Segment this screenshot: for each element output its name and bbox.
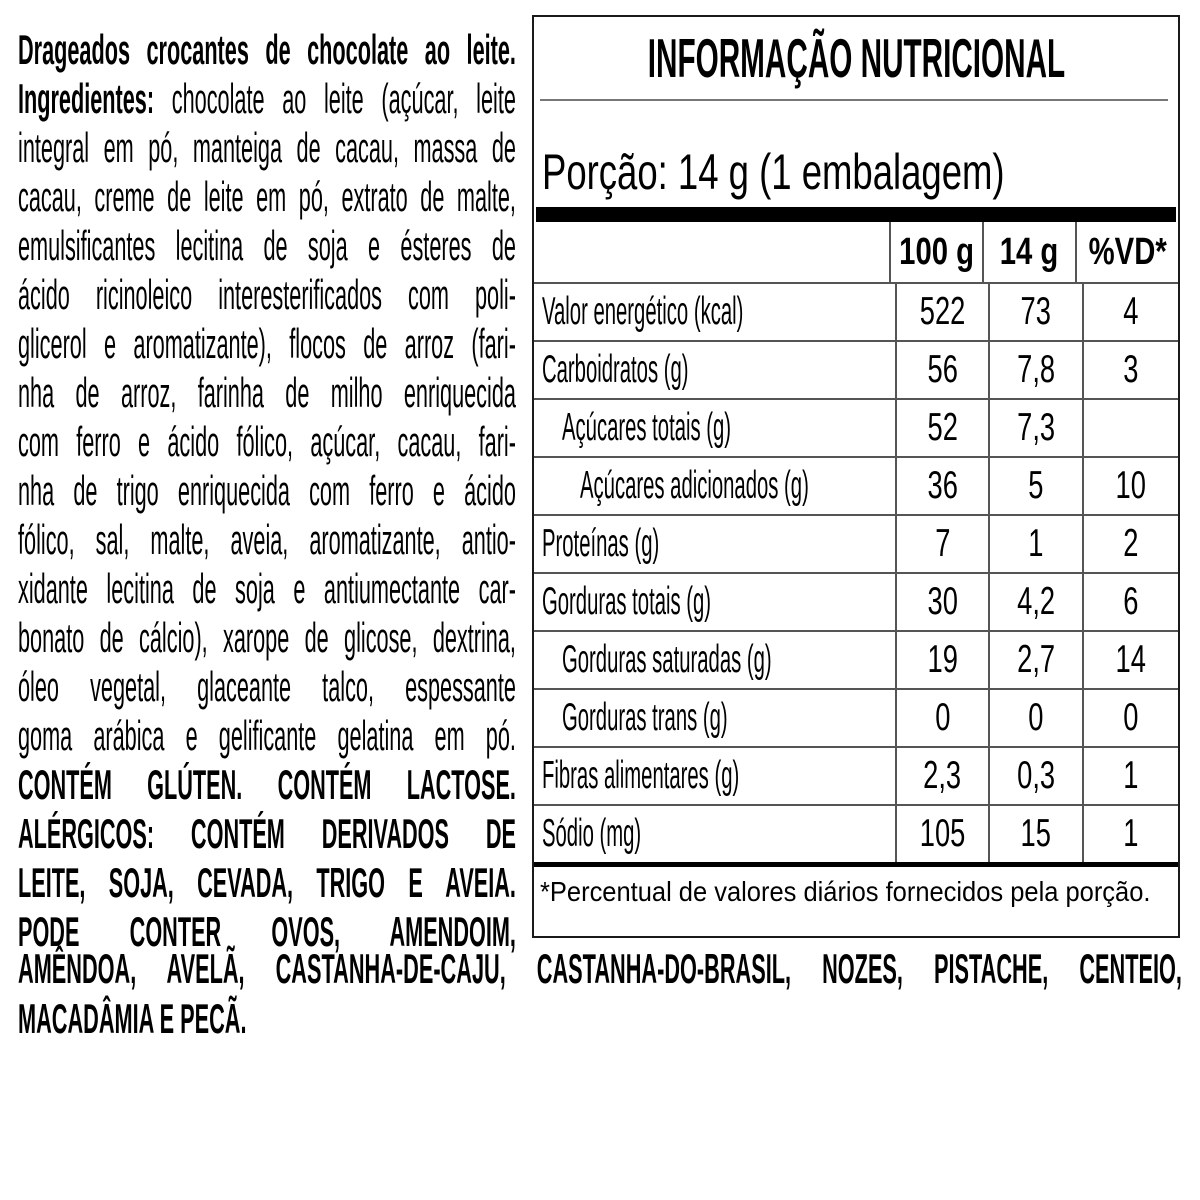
table-row-acucares-adicionados: Açúcares adicionados (g) 36 5 10 [534,456,1178,514]
row-label: Açúcares totais (g) [562,406,732,449]
table-row-acucares-totais: Açúcares totais (g) 52 7,3 [534,398,1178,456]
cell-14g: 7,3 [988,400,1082,456]
row-label: Gorduras saturadas (g) [562,638,772,681]
column-header-100g-label: 100 g [899,230,975,273]
allergen-overflow-line: AMÊNDOA, AVELÃ, CASTANHA-DE-CAJU, CASTAN… [18,945,1182,992]
cell-14g: 7,8 [988,342,1082,398]
ingredients-line: emulsificantes lecitina de soja e éstere… [18,222,516,269]
nutrition-panel: INFORMAÇÃO NUTRICIONAL Porção: 14 g (1 e… [532,15,1180,938]
cell-100g: 36 [895,458,988,514]
title-divider [540,99,1168,101]
cell-vd: 1 [1082,748,1178,804]
footnote-row: *Percentual de valores diários fornecido… [534,862,1178,916]
portion-text: Porção: 14 g (1 embalagem) [542,144,1005,200]
table-row-energia: Valor energético (kcal) 522 73 4 [534,282,1178,340]
cell-100g: 522 [895,284,988,340]
cell-vd: 14 [1082,632,1178,688]
product-description: Drageados crocantes de chocolate ao leit… [18,26,516,73]
ingredients-column: Drageados crocantes de chocolate ao leit… [18,25,516,956]
cell-14g: 2,7 [988,632,1082,688]
row-label: Gorduras trans (g) [562,696,728,739]
nutrition-table: 100 g 14 g %VD* Valor energético (kcal) … [534,222,1178,916]
ingredients-line: com ferro e ácido fólico, açúcar, cacau,… [18,418,516,465]
cell-vd: 4 [1082,284,1178,340]
cell-vd [1082,400,1178,456]
allergen-line: LEITE, SOJA, CEVADA, TRIGO E AVEIA. [18,859,516,906]
cell-100g: 56 [895,342,988,398]
cell-14g: 1 [988,516,1082,572]
cell-14g: 4,2 [988,574,1082,630]
ingredients-line: xidante lecitina de soja e antiumectante… [18,565,516,612]
allergen-overflow-line: MACADÂMIA E PECÃ. [18,995,247,1042]
cell-100g: 105 [895,806,988,862]
cell-vd: 6 [1082,574,1178,630]
cell-vd: 3 [1082,342,1178,398]
cell-vd: 10 [1082,458,1178,514]
ingredients-line: fólico, sal, malte, aveia, aromatizante,… [18,516,516,563]
allergen-line: CONTÉM GLÚTEN. CONTÉM LACTOSE. [18,761,516,808]
header-divider-bar [536,207,1176,222]
cell-14g: 15 [988,806,1082,862]
ingredients-line: goma arábica e gelificante gelatina em p… [18,712,516,759]
cell-14g: 0 [988,690,1082,746]
cell-vd: 2 [1082,516,1178,572]
ingredients-line: integral em pó, manteiga de cacau, massa… [18,124,516,171]
nutrition-title-row: INFORMAÇÃO NUTRICIONAL [534,17,1178,99]
cell-100g: 30 [895,574,988,630]
column-header-100g: 100 g [889,222,982,282]
cell-100g: 0 [895,690,988,746]
cell-100g: 7 [895,516,988,572]
column-header-14g: 14 g [982,222,1074,282]
ingredients-line: nha de trigo enriquecida com ferro e áci… [18,467,516,514]
cell-14g: 0,3 [988,748,1082,804]
allergen-line: PODE CONTER OVOS, AMENDOIM, [18,908,516,955]
ingredients-label: Ingredientes: [18,75,155,122]
ingredients-line: glicerol e aromatizante), flocos de arro… [18,320,516,367]
table-row-carboidratos: Carboidratos (g) 56 7,8 3 [534,340,1178,398]
footnote-text: *Percentual de valores diários fornecido… [540,875,1151,907]
cell-100g: 52 [895,400,988,456]
ingredients-line: cacau, creme de leite em pó, extrato de … [18,173,516,220]
table-header-row: 100 g 14 g %VD* [534,222,1178,282]
cell-vd: 0 [1082,690,1178,746]
ingredients-line: nha de arroz, farinha de milho enriqueci… [18,369,516,416]
cell-14g: 73 [988,284,1082,340]
row-label: Gorduras totais (g) [542,580,712,623]
ingredients-line: bonato de cálcio), xarope de glicose, de… [18,614,516,661]
column-header-vd-label: %VD* [1088,230,1167,273]
ingredients-first-line: Ingredientes: chocolate ao leite (açúcar… [18,74,516,123]
row-label: Açúcares adicionados (g) [580,464,809,507]
column-header-vd: %VD* [1074,222,1178,282]
header-empty-cell [534,222,889,282]
table-row-proteinas: Proteínas (g) 7 1 2 [534,514,1178,572]
ingredients-line: óleo vegetal, glaceante talco, espessant… [18,663,516,710]
portion-row: Porção: 14 g (1 embalagem) [534,101,1178,207]
cell-vd: 1 [1082,806,1178,862]
cell-100g: 19 [895,632,988,688]
ingredients-line: ácido ricinoleico interesterificados com… [18,271,516,318]
ingredients-first-line-rest: chocolate ao leite (açúcar, leite [154,75,516,122]
allergen-overflow-block: AMÊNDOA, AVELÃ, CASTANHA-DE-CAJU, CASTAN… [18,944,1182,1044]
cell-14g: 5 [988,458,1082,514]
allergen-line: ALÉRGICOS: CONTÉM DERIVADOS DE [18,810,516,857]
table-row-fibras: Fibras alimentares (g) 2,3 0,3 1 [534,746,1178,804]
row-label: Carboidratos (g) [542,348,689,391]
row-label: Valor energético (kcal) [542,290,744,333]
table-row-gorduras-totais: Gorduras totais (g) 30 4,2 6 [534,572,1178,630]
table-row-sodio: Sódio (mg) 105 15 1 [534,804,1178,862]
nutrition-title: INFORMAÇÃO NUTRICIONAL [647,27,1065,89]
cell-100g: 2,3 [895,748,988,804]
table-row-gorduras-trans: Gorduras trans (g) 0 0 0 [534,688,1178,746]
row-label: Proteínas (g) [542,522,660,565]
column-header-14g-label: 14 g [1000,230,1059,273]
row-label: Sódio (mg) [542,812,642,855]
table-row-gorduras-saturadas: Gorduras saturadas (g) 19 2,7 14 [534,630,1178,688]
row-label: Fibras alimentares (g) [542,754,740,797]
